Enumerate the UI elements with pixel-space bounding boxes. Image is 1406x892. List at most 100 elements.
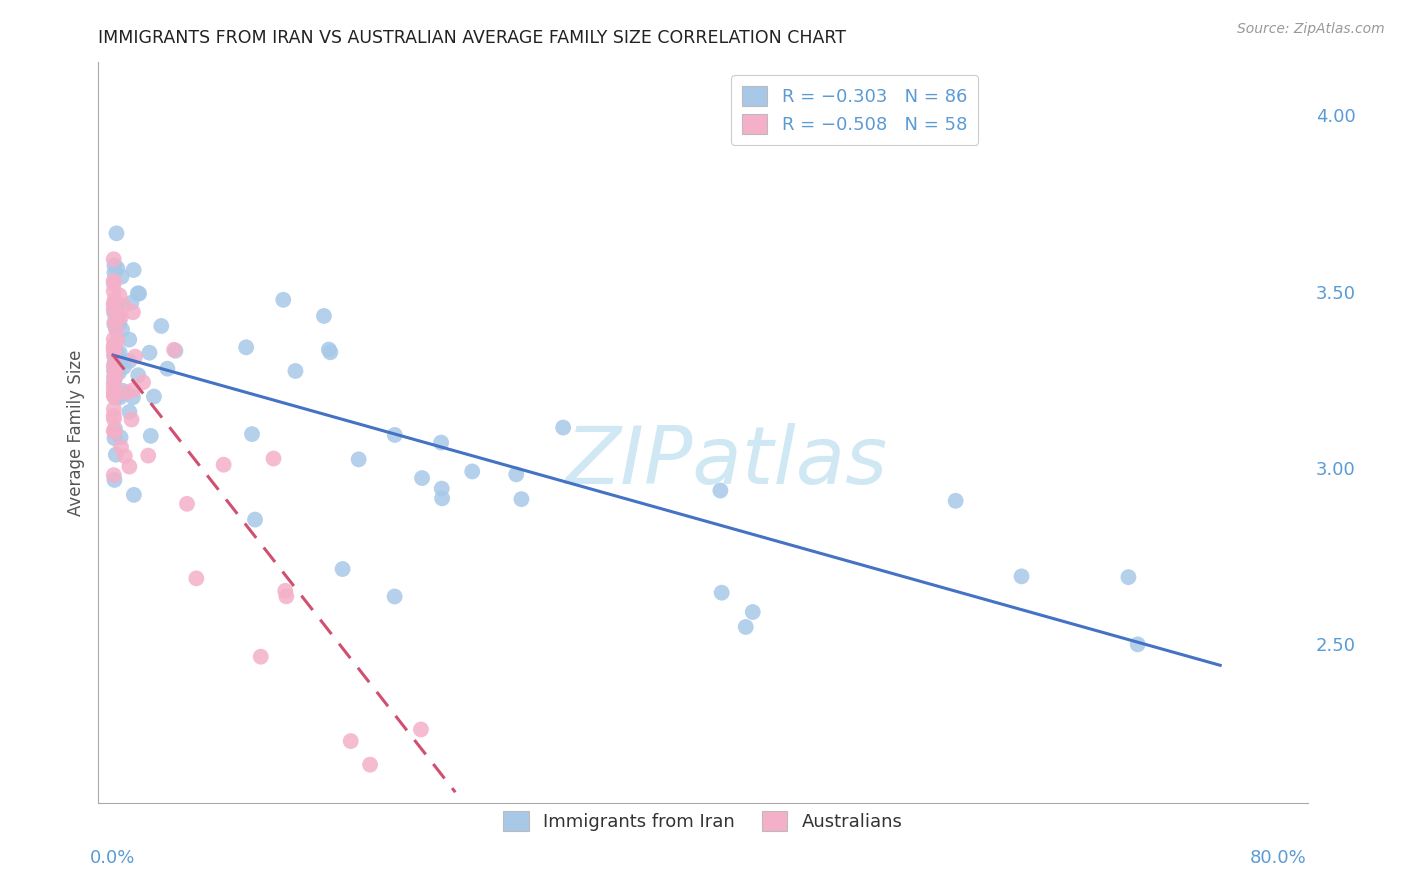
Point	[103, 297, 125, 311]
Point	[118, 354, 141, 368]
Text: 0.0%: 0.0%	[90, 848, 135, 867]
Point	[103, 343, 125, 358]
Point	[103, 468, 125, 483]
Point	[243, 512, 266, 526]
Point	[103, 342, 125, 356]
Point	[274, 583, 297, 598]
Point	[411, 471, 433, 485]
Point	[128, 286, 150, 301]
Point	[103, 364, 125, 378]
Point	[105, 227, 128, 241]
Point	[430, 435, 453, 450]
Point	[105, 322, 128, 336]
Point	[339, 734, 361, 748]
Point	[409, 723, 432, 737]
Point	[347, 452, 370, 467]
Point	[1126, 637, 1149, 651]
Point	[112, 299, 135, 313]
Text: Source: ZipAtlas.com: Source: ZipAtlas.com	[1237, 22, 1385, 37]
Point	[138, 345, 160, 359]
Point	[111, 323, 134, 337]
Point	[107, 261, 129, 276]
Point	[108, 288, 131, 302]
Point	[105, 346, 128, 360]
Point	[104, 391, 127, 405]
Point	[176, 497, 198, 511]
Point	[156, 361, 179, 376]
Point	[104, 422, 127, 436]
Point	[103, 376, 125, 391]
Point	[121, 412, 143, 426]
Point	[103, 380, 125, 394]
Point	[115, 385, 138, 400]
Point	[103, 318, 125, 332]
Point	[103, 402, 125, 417]
Point	[384, 428, 406, 442]
Point	[103, 372, 125, 386]
Point	[103, 332, 125, 346]
Point	[118, 405, 141, 419]
Point	[103, 424, 125, 438]
Point	[110, 440, 132, 454]
Point	[103, 315, 125, 329]
Point	[312, 309, 335, 323]
Point	[103, 473, 125, 487]
Point	[103, 274, 125, 288]
Point	[104, 448, 127, 462]
Point	[103, 259, 125, 273]
Point	[1011, 569, 1033, 583]
Point	[945, 493, 967, 508]
Point	[359, 757, 381, 772]
Point	[430, 491, 453, 506]
Point	[124, 350, 146, 364]
Point	[103, 342, 125, 356]
Point	[461, 465, 484, 479]
Point	[103, 337, 125, 351]
Point	[163, 343, 186, 357]
Point	[105, 322, 128, 336]
Point	[165, 343, 187, 358]
Point	[110, 430, 132, 444]
Point	[104, 297, 127, 311]
Point	[112, 359, 135, 374]
Point	[108, 345, 131, 359]
Point	[122, 263, 145, 277]
Point	[150, 318, 173, 333]
Point	[103, 369, 125, 384]
Point	[107, 309, 129, 323]
Point	[127, 368, 149, 383]
Point	[505, 467, 527, 482]
Point	[122, 305, 145, 319]
Point	[139, 429, 162, 443]
Point	[249, 649, 271, 664]
Legend: Immigrants from Iran, Australians: Immigrants from Iran, Australians	[496, 804, 910, 838]
Point	[103, 359, 125, 374]
Point	[271, 293, 294, 307]
Text: IMMIGRANTS FROM IRAN VS AUSTRALIAN AVERAGE FAMILY SIZE CORRELATION CHART: IMMIGRANTS FROM IRAN VS AUSTRALIAN AVERA…	[98, 29, 846, 47]
Point	[103, 409, 125, 423]
Point	[122, 383, 145, 397]
Point	[103, 347, 125, 361]
Point	[263, 451, 285, 466]
Point	[510, 492, 533, 507]
Point	[284, 364, 307, 378]
Y-axis label: Average Family Size: Average Family Size	[66, 350, 84, 516]
Point	[741, 605, 763, 619]
Point	[235, 340, 257, 354]
Point	[103, 371, 125, 385]
Point	[1118, 570, 1140, 584]
Point	[132, 376, 155, 390]
Point	[108, 387, 131, 401]
Point	[103, 349, 125, 363]
Point	[103, 365, 125, 379]
Point	[103, 343, 125, 357]
Point	[103, 365, 125, 379]
Point	[118, 459, 141, 474]
Point	[104, 352, 127, 367]
Point	[103, 369, 125, 384]
Point	[212, 458, 235, 472]
Point	[104, 358, 127, 372]
Point	[110, 310, 132, 324]
Point	[108, 316, 131, 330]
Point	[108, 308, 131, 322]
